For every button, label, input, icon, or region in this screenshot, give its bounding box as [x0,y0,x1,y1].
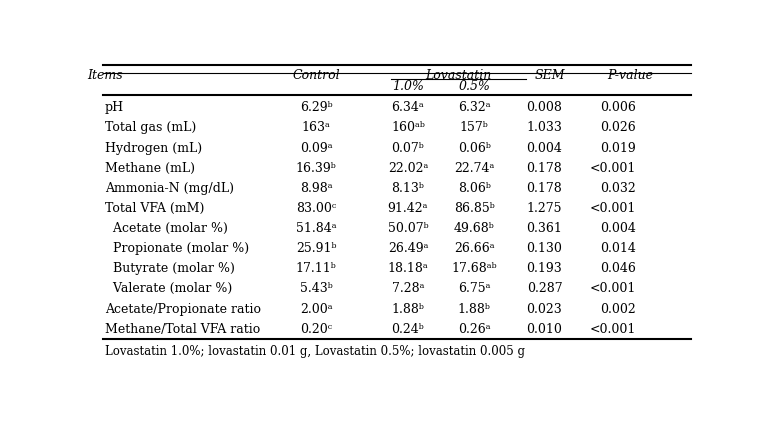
Text: 91.42ᵃ: 91.42ᵃ [388,202,429,215]
Text: 0.24ᵇ: 0.24ᵇ [391,323,425,336]
Text: 0.5%: 0.5% [458,80,490,93]
Text: <0.001: <0.001 [590,323,636,336]
Text: 1.275: 1.275 [527,202,563,215]
Text: 26.66ᵃ: 26.66ᵃ [453,242,494,255]
Text: 0.361: 0.361 [526,222,563,235]
Text: 0.20ᶜ: 0.20ᶜ [300,323,332,336]
Text: 0.046: 0.046 [601,262,636,275]
Text: 6.75ᵃ: 6.75ᵃ [458,283,491,295]
Text: 22.74ᵃ: 22.74ᵃ [454,162,494,175]
Text: 163ᵃ: 163ᵃ [301,121,331,134]
Text: 0.287: 0.287 [527,283,563,295]
Text: <0.001: <0.001 [590,202,636,215]
Text: 0.178: 0.178 [526,162,563,175]
Text: P-value: P-value [608,69,653,82]
Text: Valerate (molar %): Valerate (molar %) [105,283,232,295]
Text: Total VFA (mM): Total VFA (mM) [105,202,204,215]
Text: 17.11ᵇ: 17.11ᵇ [296,262,336,275]
Text: Acetate/Propionate ratio: Acetate/Propionate ratio [105,302,260,315]
Text: 16.39ᵇ: 16.39ᵇ [296,162,336,175]
Text: 8.13ᵇ: 8.13ᵇ [391,182,425,195]
Text: 83.00ᶜ: 83.00ᶜ [296,202,336,215]
Text: Ammonia-N (mg/dL): Ammonia-N (mg/dL) [105,182,234,195]
Text: 17.68ᵃᵇ: 17.68ᵃᵇ [451,262,497,275]
Text: Propionate (molar %): Propionate (molar %) [105,242,249,255]
Text: 0.26ᵃ: 0.26ᵃ [458,323,491,336]
Text: 7.28ᵃ: 7.28ᵃ [391,283,424,295]
Text: 0.06ᵇ: 0.06ᵇ [457,142,491,155]
Text: Hydrogen (mL): Hydrogen (mL) [105,142,202,155]
Text: 1.033: 1.033 [526,121,563,134]
Text: Acetate (molar %): Acetate (molar %) [105,222,228,235]
Text: 0.178: 0.178 [526,182,563,195]
Text: 157ᵇ: 157ᵇ [460,121,488,134]
Text: Lovastatin 1.0%; lovastatin 0.01 g, Lovastatin 0.5%; lovastatin 0.005 g: Lovastatin 1.0%; lovastatin 0.01 g, Lova… [105,345,525,359]
Text: Total gas (mL): Total gas (mL) [105,121,196,134]
Text: 8.06ᵇ: 8.06ᵇ [457,182,491,195]
Text: 160ᵃᵇ: 160ᵃᵇ [391,121,425,134]
Text: 6.32ᵃ: 6.32ᵃ [458,102,491,114]
Text: 0.006: 0.006 [601,102,636,114]
Text: 0.09ᵃ: 0.09ᵃ [300,142,332,155]
Text: 0.014: 0.014 [601,242,636,255]
Text: Butyrate (molar %): Butyrate (molar %) [105,262,235,275]
Text: 0.032: 0.032 [601,182,636,195]
Text: Methane/Total VFA ratio: Methane/Total VFA ratio [105,323,260,336]
Text: 1.88ᵇ: 1.88ᵇ [391,302,425,315]
Text: 26.49ᵃ: 26.49ᵃ [388,242,429,255]
Text: 0.004: 0.004 [601,222,636,235]
Text: 1.0%: 1.0% [392,80,424,93]
Text: 2.00ᵃ: 2.00ᵃ [300,302,332,315]
Text: 0.019: 0.019 [601,142,636,155]
Text: 0.010: 0.010 [526,323,563,336]
Text: 86.85ᵇ: 86.85ᵇ [453,202,494,215]
Text: 49.68ᵇ: 49.68ᵇ [453,222,494,235]
Text: 25.91ᵇ: 25.91ᵇ [296,242,336,255]
Text: <0.001: <0.001 [590,283,636,295]
Text: Lovastatin: Lovastatin [425,69,492,82]
Text: 0.193: 0.193 [526,262,563,275]
Text: 5.43ᵇ: 5.43ᵇ [300,283,332,295]
Text: 0.026: 0.026 [601,121,636,134]
Text: <0.001: <0.001 [590,162,636,175]
Text: Control: Control [292,69,340,82]
Text: 8.98ᵃ: 8.98ᵃ [300,182,332,195]
Text: 18.18ᵃ: 18.18ᵃ [388,262,429,275]
Text: 0.023: 0.023 [526,302,563,315]
Text: 0.130: 0.130 [526,242,563,255]
Text: 0.002: 0.002 [601,302,636,315]
Text: 6.34ᵃ: 6.34ᵃ [391,102,425,114]
Text: 1.88ᵇ: 1.88ᵇ [457,302,491,315]
Text: Methane (mL): Methane (mL) [105,162,195,175]
Text: SEM: SEM [535,69,566,82]
Text: 0.008: 0.008 [526,102,563,114]
Text: 51.84ᵃ: 51.84ᵃ [296,222,336,235]
Text: 22.02ᵃ: 22.02ᵃ [388,162,428,175]
Text: 0.004: 0.004 [526,142,563,155]
Text: 6.29ᵇ: 6.29ᵇ [300,102,332,114]
Text: Items: Items [87,69,122,82]
Text: pH: pH [105,102,124,114]
Text: 50.07ᵇ: 50.07ᵇ [388,222,429,235]
Text: 0.07ᵇ: 0.07ᵇ [391,142,425,155]
